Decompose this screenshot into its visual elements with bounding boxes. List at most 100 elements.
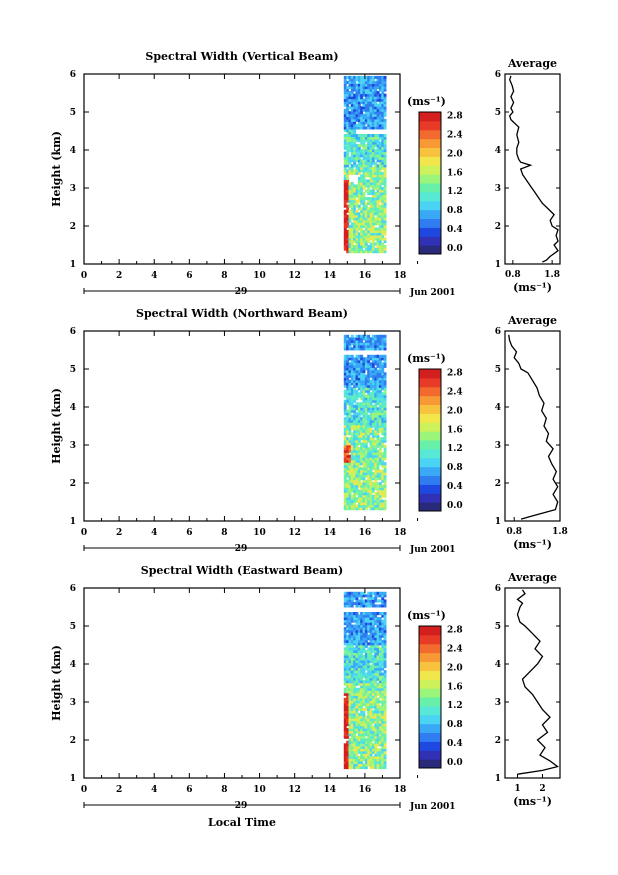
x-tick-label: 8 — [221, 271, 227, 281]
avg-x-tick-label: 0.8 — [506, 527, 522, 537]
colorbar-tick-label: 0.0 — [447, 501, 463, 511]
avg-y-tick-label: 6 — [495, 327, 501, 337]
colorbar-tick-label: 0.0 — [447, 244, 463, 254]
colorbar-swatch — [419, 741, 441, 751]
colorbar-swatch — [419, 191, 441, 202]
avg-y-tick-label: 1 — [495, 517, 501, 527]
avg-y-tick-label: 3 — [495, 441, 501, 451]
avg-y-tick-label: 1 — [495, 260, 501, 270]
y-tick-label: 2 — [70, 222, 76, 232]
colorbar-swatch — [419, 732, 441, 742]
spectral-width-field — [343, 334, 387, 511]
colorbar-swatch — [419, 404, 441, 414]
colorbar-swatch — [419, 484, 441, 494]
avg-y-tick-label: 2 — [495, 736, 501, 746]
colorbar-swatch — [419, 723, 441, 733]
colorbar-swatch — [419, 209, 441, 219]
avg-x-axis-label: (ms⁻¹) — [513, 538, 552, 551]
colorbar-swatch — [419, 165, 441, 175]
avg-y-tick-label: 4 — [495, 403, 501, 413]
colorbar-tick-label: 2.4 — [447, 130, 463, 140]
average-profile-line — [516, 589, 559, 775]
panel-2: Spectral Width (Eastward Beam)0 2 4 6 8 10 12 1… — [50, 564, 561, 812]
x-tick-label: 6 — [186, 785, 192, 795]
x-tick-label: 16 — [359, 528, 372, 538]
colorbar-swatch — [419, 661, 441, 671]
colorbar-swatch — [419, 236, 441, 246]
x-tick-label: 16 — [359, 785, 372, 795]
x-tick-label: 14 — [324, 271, 337, 281]
avg-y-tick-label: 2 — [495, 222, 501, 232]
colorbar-swatch — [419, 759, 441, 769]
colorbar-swatch — [419, 183, 441, 193]
colorbar-unit: (ms⁻¹) — [407, 95, 446, 108]
x-tick-label: 10 — [253, 271, 266, 281]
colorbar-swatch — [419, 218, 441, 228]
avg-x-axis-label: (ms⁻¹) — [513, 795, 552, 808]
colorbar-swatch — [419, 369, 441, 379]
avg-y-tick-label: 3 — [495, 698, 501, 708]
avg-y-tick-label: 5 — [495, 108, 501, 118]
date-day: 29 — [235, 544, 248, 554]
spectral-width-field — [343, 591, 387, 770]
colorbar-swatch — [419, 652, 441, 662]
spectral-width-field — [343, 75, 387, 254]
average-profile-line — [508, 334, 559, 520]
colorbar-tick-label: 1.6 — [447, 425, 463, 435]
date-day: 29 — [235, 801, 248, 811]
colorbar-swatch — [419, 200, 441, 211]
colorbar-swatch — [419, 147, 441, 157]
colorbar-tick-label: 2.4 — [447, 387, 463, 397]
average-profile-panel: Average 1 2 3 4 5 6 0.8 1.8(ms⁻¹) — [495, 57, 561, 294]
colorbar-swatch — [419, 112, 441, 122]
y-tick-label: 5 — [70, 622, 76, 632]
avg-x-tick-label: 2 — [539, 784, 545, 794]
x-tick-label: 10 — [253, 528, 266, 538]
x-tick-label: 2 — [116, 271, 122, 281]
panel-1: Spectral Width (Northward Beam)0 2 4 6 8 10 12… — [50, 307, 568, 555]
avg-y-tick-label: 6 — [495, 70, 501, 80]
colorbar: (ms⁻¹) 0.0 0.4 0.8 1.2 1.6 2.0 2.4 2.8 — [407, 352, 463, 512]
colorbar-swatch — [419, 413, 441, 423]
colorbar-swatch — [419, 457, 441, 468]
avg-y-tick-label: 4 — [495, 146, 501, 156]
avg-x-tick-label: 1.8 — [544, 270, 560, 280]
colorbar-swatch — [419, 688, 441, 698]
average-profile-line — [508, 75, 559, 263]
x-tick-label: 8 — [221, 785, 227, 795]
colorbar-swatch — [419, 129, 441, 140]
y-axis-label: Height (km) — [50, 388, 63, 464]
colorbar-swatch — [419, 156, 441, 166]
colorbar-tick-label: 1.6 — [447, 168, 463, 178]
panel-title: Spectral Width (Northward Beam) — [136, 307, 348, 320]
x-tick-label: 4 — [151, 271, 157, 281]
avg-y-tick-label: 4 — [495, 660, 501, 670]
colorbar-swatch — [419, 714, 441, 725]
colorbar-tick-label: 2.4 — [447, 644, 463, 654]
colorbar-swatch — [419, 386, 441, 397]
x-axis-label: Local Time — [208, 816, 276, 829]
colorbar-swatch — [419, 138, 441, 148]
colorbar-swatch — [419, 670, 441, 680]
colorbar-tick-label: 0.4 — [447, 739, 463, 749]
x-tick-label: 8 — [221, 528, 227, 538]
colorbar-tick-label: 2.8 — [447, 368, 463, 378]
colorbar-swatch — [419, 377, 441, 388]
colorbar-tick-label: 1.6 — [447, 682, 463, 692]
y-tick-label: 5 — [70, 365, 76, 375]
colorbar-swatch — [419, 705, 441, 716]
colorbar-swatch — [419, 431, 441, 441]
colorbar-unit: (ms⁻¹) — [407, 352, 446, 365]
colorbar-swatch — [419, 679, 441, 689]
avg-y-tick-label: 5 — [495, 365, 501, 375]
date-label: Jun 2001 — [409, 545, 456, 555]
colorbar-tick-label: 2.8 — [447, 625, 463, 635]
x-tick-label: 4 — [151, 528, 157, 538]
colorbar-tick-label: 1.2 — [447, 187, 463, 197]
x-tick-label: 18 — [394, 785, 407, 795]
x-tick-label: 14 — [324, 528, 337, 538]
avg-x-axis-label: (ms⁻¹) — [513, 281, 552, 294]
y-tick-label: 4 — [70, 660, 76, 670]
colorbar: (ms⁻¹) 0.0 0.4 0.8 1.2 1.6 2.0 2.4 2.8 — [407, 609, 463, 769]
